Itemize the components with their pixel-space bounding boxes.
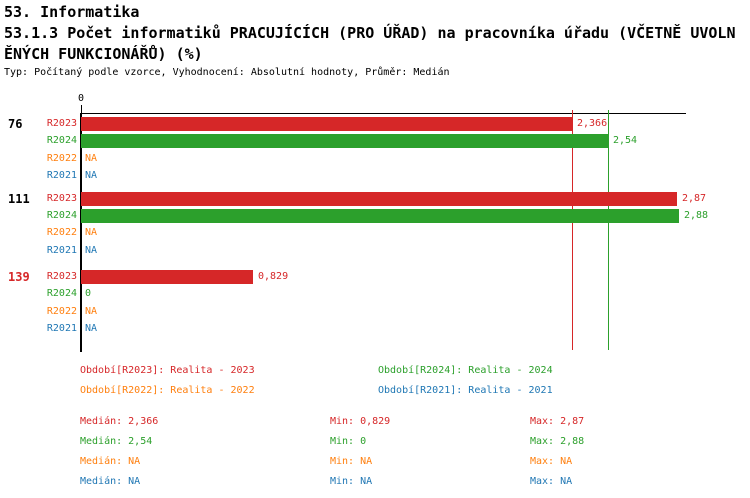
indicator-title-line2: ĚNÝCH FUNKCIONÁŘŮ) (%) [4,45,203,63]
legend-item-r2021: Období[R2021]: Realita - 2021 [378,385,553,396]
indicator-title-line1: 53.1.3 Počet informatiků PRACUJÍCÍCH (PR… [4,24,736,42]
zero-tick [81,105,82,113]
group-label: 76 [8,117,23,131]
stat-median-r2024: Medián: 2,54 [80,436,153,447]
value-label: 2,366 [577,117,608,131]
legend-item-r2023: Období[R2023]: Realita - 2023 [80,365,255,376]
value-label: NA [85,323,98,335]
group-label: 111 [8,191,30,206]
stat-min-r2022: Min: NA [330,456,373,467]
group-label: 139 [8,270,30,284]
section-title: 53. Informatika [4,3,140,21]
indicator-meta: Typ: Počítaný podle vzorce, Vyhodnocení:… [4,67,450,78]
series-label: R2022 [46,152,77,164]
series-label: R2021 [46,323,77,335]
series-label: R2024 [46,135,77,147]
x-axis-line [81,113,686,114]
value-bar [81,208,679,223]
value-bar [81,270,253,284]
legend-item-r2024: Období[R2024]: Realita - 2024 [378,365,553,376]
value-label: 2,87 [682,191,707,206]
series-label: R2024 [46,209,77,221]
stat-max-r2021: Max: NA [530,476,573,487]
stat-max-r2024: Max: 2,88 [530,436,585,447]
value-label: NA [85,227,98,239]
x-axis-zero-label: 0 [77,93,85,104]
series-label: R2023 [46,192,77,204]
value-bar [81,117,572,131]
series-label: R2022 [46,305,77,317]
median-line-r2023 [572,110,573,350]
bar-chart: 0 76 R2023 2,366 R2024 2,54 R2022 NA R2021 NA 111 R… [8,93,709,352]
value-label: 2,54 [613,134,638,149]
stat-max-r2023: Max: 2,87 [530,416,585,427]
value-label: NA [85,170,98,182]
stat-min-r2024: Min: 0 [330,436,367,447]
series-label: R2023 [46,271,77,282]
value-label: 0,829 [258,270,289,284]
value-label: NA [85,305,98,317]
median-line-r2024 [608,110,609,350]
stat-median-r2021: Medián: NA [80,476,141,487]
series-label: R2021 [46,244,77,256]
value-label: 2,88 [684,208,709,223]
stat-min-r2023: Min: 0,829 [330,416,391,427]
value-bar [81,134,608,149]
series-label: R2021 [46,170,77,182]
series-label: R2024 [46,288,77,300]
legend-item-r2022: Období[R2022]: Realita - 2022 [80,385,255,396]
value-label: NA [85,152,98,164]
stat-min-r2021: Min: NA [330,476,373,487]
series-label: R2023 [46,118,77,129]
stat-max-r2022: Max: NA [530,456,573,467]
stat-median-r2023: Medián: 2,366 [80,416,159,427]
series-label: R2022 [46,227,77,239]
y-axis-line [80,113,82,352]
value-label: NA [85,244,98,256]
value-bar [81,191,677,206]
stat-median-r2022: Medián: NA [80,456,141,467]
value-label: 0 [85,288,92,300]
